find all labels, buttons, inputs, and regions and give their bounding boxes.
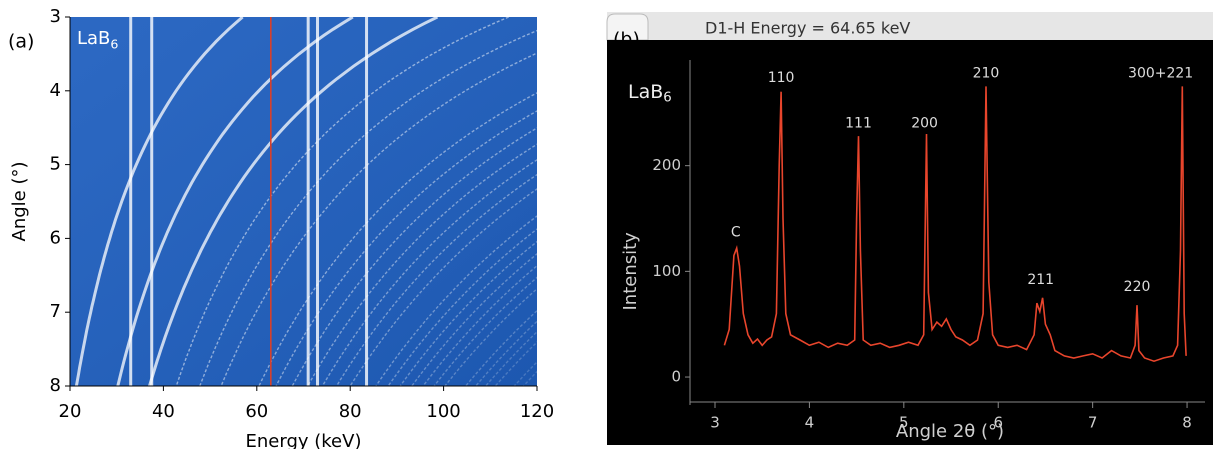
x-tick-label: 4 (805, 414, 815, 432)
diffraction-arc (336, 173, 537, 386)
intensity-line (723, 86, 1187, 363)
y-tick-label: 7 (50, 301, 61, 322)
x-tick-label: 120 (520, 401, 554, 422)
peak-label: 200 (911, 115, 938, 131)
y-axis-label: Intensity (620, 232, 641, 311)
peak-label: C (731, 224, 741, 240)
x-tick-label: 8 (1182, 414, 1192, 432)
x-tick-label: 40 (152, 401, 175, 422)
y-tick-label: 0 (671, 368, 681, 386)
diffraction-arc (444, 287, 537, 386)
image-area (70, 17, 537, 386)
header-text: D1-H Energy = 64.65 keV (705, 19, 910, 38)
x-axis-label: Angle 2θ (°) (896, 421, 1004, 442)
inset-subscript: 6 (663, 91, 671, 106)
x-tick-label: 5 (899, 414, 909, 432)
diffraction-arc (399, 240, 537, 386)
diffraction-arc (291, 127, 537, 386)
diffraction-arc (199, 29, 537, 386)
diffraction-arc (433, 276, 537, 386)
inset-subscript: 6 (110, 36, 118, 51)
diffraction-arc (307, 143, 537, 386)
y-tick-label: 8 (50, 375, 61, 396)
x-tick-label: 20 (59, 401, 82, 422)
y-axis-label: Angle (°) (9, 162, 30, 242)
inset-text: LaB (77, 28, 110, 49)
peak-label: 211 (1027, 272, 1054, 288)
diffraction-arc (175, 17, 509, 386)
x-tick-label: 3 (710, 414, 720, 432)
x-axis-label: Energy (keV) (246, 431, 362, 449)
panel-label: (a) (8, 31, 34, 53)
peak-label: 110 (768, 70, 795, 86)
x-tick-label: 100 (426, 401, 460, 422)
panel-tab (606, 13, 649, 41)
diffraction-arc (258, 92, 537, 386)
peak-label: 300+221 (1128, 66, 1193, 82)
y-tick-label: 4 (50, 80, 61, 101)
panel-label: (b) (613, 29, 640, 51)
inset-label: LaB6 (77, 28, 118, 51)
diffraction-arc (220, 52, 537, 386)
peak-label: 111 (845, 115, 872, 131)
x-tick-label: 80 (339, 401, 362, 422)
y-tick-label: 100 (652, 262, 681, 280)
diffraction-arc (148, 17, 439, 386)
diffraction-arc (387, 228, 537, 386)
diffraction-arc (275, 110, 537, 386)
image-shade (70, 17, 537, 386)
diffraction-arc (349, 188, 537, 386)
peak-label: 220 (1124, 279, 1151, 295)
diffraction-arc (74, 17, 244, 386)
y-tick-label: 3 (50, 6, 61, 27)
inset-text: LaB (628, 81, 663, 103)
diffraction-arc (321, 158, 537, 386)
peak-label: 210 (973, 66, 1000, 82)
x-tick-label: 7 (1088, 414, 1098, 432)
y-tick-label: 5 (50, 154, 61, 175)
plot-panel (607, 40, 1213, 445)
inset-label: LaB6 (628, 81, 672, 106)
header-bar (607, 12, 1213, 40)
x-tick-label: 60 (245, 401, 268, 422)
y-tick-label: 6 (50, 227, 61, 248)
y-tick-label: 200 (652, 156, 681, 174)
x-tick-label: 6 (993, 414, 1003, 432)
